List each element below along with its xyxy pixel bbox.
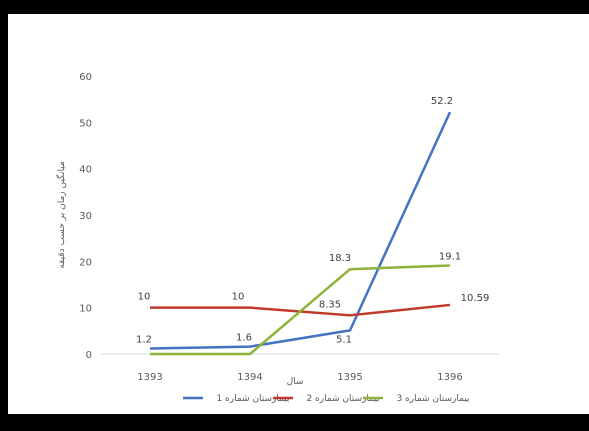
data-labels: 1.2 1.6 5.1 52.2 10 10 8.35 10.59 18.3 19.1 [136, 96, 489, 345]
y-axis: 0 10 20 30 40 50 60 [79, 72, 92, 361]
y-tick-label: 40 [79, 165, 92, 176]
y-tick-label: 20 [79, 257, 92, 268]
data-label: 10 [232, 292, 245, 303]
y-tick-label: 60 [79, 72, 92, 83]
x-axis-title: سال [287, 377, 304, 387]
y-tick-label: 30 [79, 211, 92, 222]
y-tick-label: 0 [86, 350, 92, 361]
legend: بیمارستان شماره 1 بیمارستان شماره 2 بیمارس… [183, 394, 470, 404]
x-tick-label: 1396 [437, 372, 462, 383]
data-label: 1.2 [136, 334, 152, 345]
y-axis-title: میانگین زمان بر حسب دقیقه [55, 161, 67, 269]
data-label: 10 [138, 292, 151, 303]
series-1-line [149, 111, 452, 350]
data-label: 5.1 [336, 334, 352, 345]
data-label: 19.1 [439, 252, 461, 263]
x-tick-label: 1393 [137, 372, 162, 383]
x-axis: 1393 1394 1395 1396 [137, 372, 462, 383]
frame-border-bottom [0, 414, 589, 431]
frame-border-left [0, 0, 8, 431]
legend-label-3: بیمارستان شماره 3 [396, 394, 469, 404]
data-label: 10.59 [461, 293, 490, 304]
data-label: 18.3 [329, 253, 351, 264]
y-tick-label: 10 [79, 304, 92, 315]
series-3-line [150, 264, 451, 356]
data-label: 8.35 [319, 299, 341, 310]
legend-label-1: بیمارستان شماره 1 [216, 394, 289, 404]
x-tick-label: 1395 [337, 372, 362, 383]
series-lines [149, 111, 452, 356]
frame-border-top [0, 0, 589, 14]
x-tick-label: 1394 [237, 372, 262, 383]
legend-label-2: بیمارستان شماره 2 [306, 394, 379, 404]
data-label: 52.2 [431, 96, 453, 107]
data-label: 1.6 [236, 333, 252, 344]
y-tick-label: 50 [79, 118, 92, 129]
